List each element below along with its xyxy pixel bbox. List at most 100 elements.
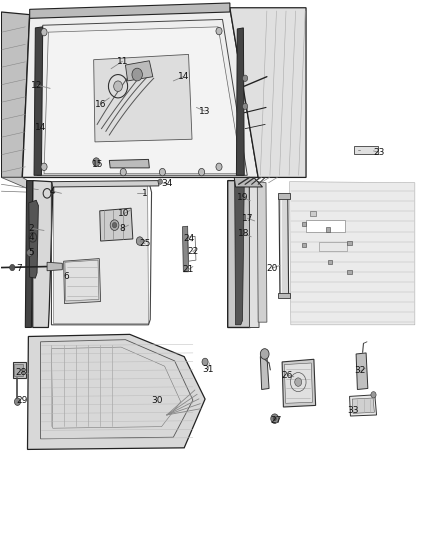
Polygon shape [29,200,39,278]
Text: 14: 14 [178,72,189,81]
Bar [278,193,290,199]
Text: 31: 31 [202,366,214,374]
Polygon shape [260,356,269,390]
Circle shape [41,163,47,171]
Bar [354,146,378,154]
Text: 32: 32 [355,367,366,375]
Polygon shape [237,28,244,175]
Polygon shape [100,208,133,241]
Polygon shape [290,182,415,325]
Polygon shape [282,359,316,407]
Text: 10: 10 [118,209,130,218]
Text: 18: 18 [238,229,250,238]
Text: 26: 26 [282,370,293,379]
Bar [306,220,345,232]
Bar [328,260,332,264]
Text: 27: 27 [270,416,281,425]
Polygon shape [228,181,251,327]
Bar [302,222,306,226]
Circle shape [243,75,248,82]
Polygon shape [352,398,374,414]
Circle shape [243,103,248,110]
Circle shape [198,168,205,176]
Polygon shape [230,8,306,177]
Circle shape [132,68,142,81]
Polygon shape [28,334,205,449]
Polygon shape [53,186,148,324]
Text: 25: 25 [139,239,151,248]
Text: 16: 16 [95,100,106,109]
Text: 15: 15 [92,160,104,168]
Circle shape [371,392,376,398]
Bar [278,293,290,298]
Text: 33: 33 [347,406,359,415]
Text: 28: 28 [15,368,27,377]
Circle shape [273,417,276,421]
Polygon shape [234,177,262,187]
Circle shape [159,168,166,176]
Text: 17: 17 [241,214,253,223]
Text: 2: 2 [28,224,34,233]
Polygon shape [65,260,99,301]
Circle shape [260,349,269,359]
Polygon shape [47,262,62,271]
Circle shape [27,249,33,256]
Circle shape [202,358,208,366]
Circle shape [10,264,15,271]
Text: 22: 22 [187,247,198,256]
Text: 11: 11 [117,57,128,66]
Polygon shape [1,177,47,192]
Bar [13,362,26,378]
Text: 14: 14 [35,123,46,132]
Polygon shape [30,3,230,18]
Text: 19: 19 [237,193,249,202]
Circle shape [136,237,143,245]
Polygon shape [1,12,30,177]
Polygon shape [125,61,153,81]
Text: 30: 30 [152,395,163,405]
Circle shape [110,220,119,230]
Polygon shape [22,8,258,177]
Polygon shape [284,363,313,403]
Text: 4: 4 [50,187,56,196]
Polygon shape [279,197,289,296]
Text: 29: 29 [17,395,28,405]
Polygon shape [356,353,368,390]
Text: 20: 20 [266,264,278,272]
Circle shape [114,81,122,92]
Text: 12: 12 [32,80,43,90]
Polygon shape [94,54,192,142]
Polygon shape [110,159,149,168]
Circle shape [113,222,117,228]
Bar [319,242,347,251]
Polygon shape [250,181,259,327]
Bar [325,227,330,231]
Polygon shape [52,181,159,187]
Circle shape [216,163,222,171]
Bar [347,240,352,245]
Text: 24: 24 [183,234,194,243]
Polygon shape [33,181,53,327]
Polygon shape [34,27,43,175]
Polygon shape [44,27,243,174]
Polygon shape [25,181,33,327]
Text: 5: 5 [28,248,34,257]
Text: 6: 6 [63,271,69,280]
Polygon shape [350,395,377,416]
Bar [311,212,316,216]
Text: 1: 1 [142,189,148,198]
Circle shape [93,158,100,166]
Circle shape [271,414,279,423]
Polygon shape [183,226,188,272]
Text: 13: 13 [199,107,211,116]
Polygon shape [64,259,101,304]
Text: 7: 7 [16,264,21,272]
Bar [302,243,306,247]
Text: 34: 34 [161,179,173,188]
Bar [347,270,352,274]
Text: 23: 23 [374,148,385,157]
Circle shape [41,28,47,36]
Circle shape [216,27,222,35]
Polygon shape [235,181,244,325]
Polygon shape [257,182,267,322]
